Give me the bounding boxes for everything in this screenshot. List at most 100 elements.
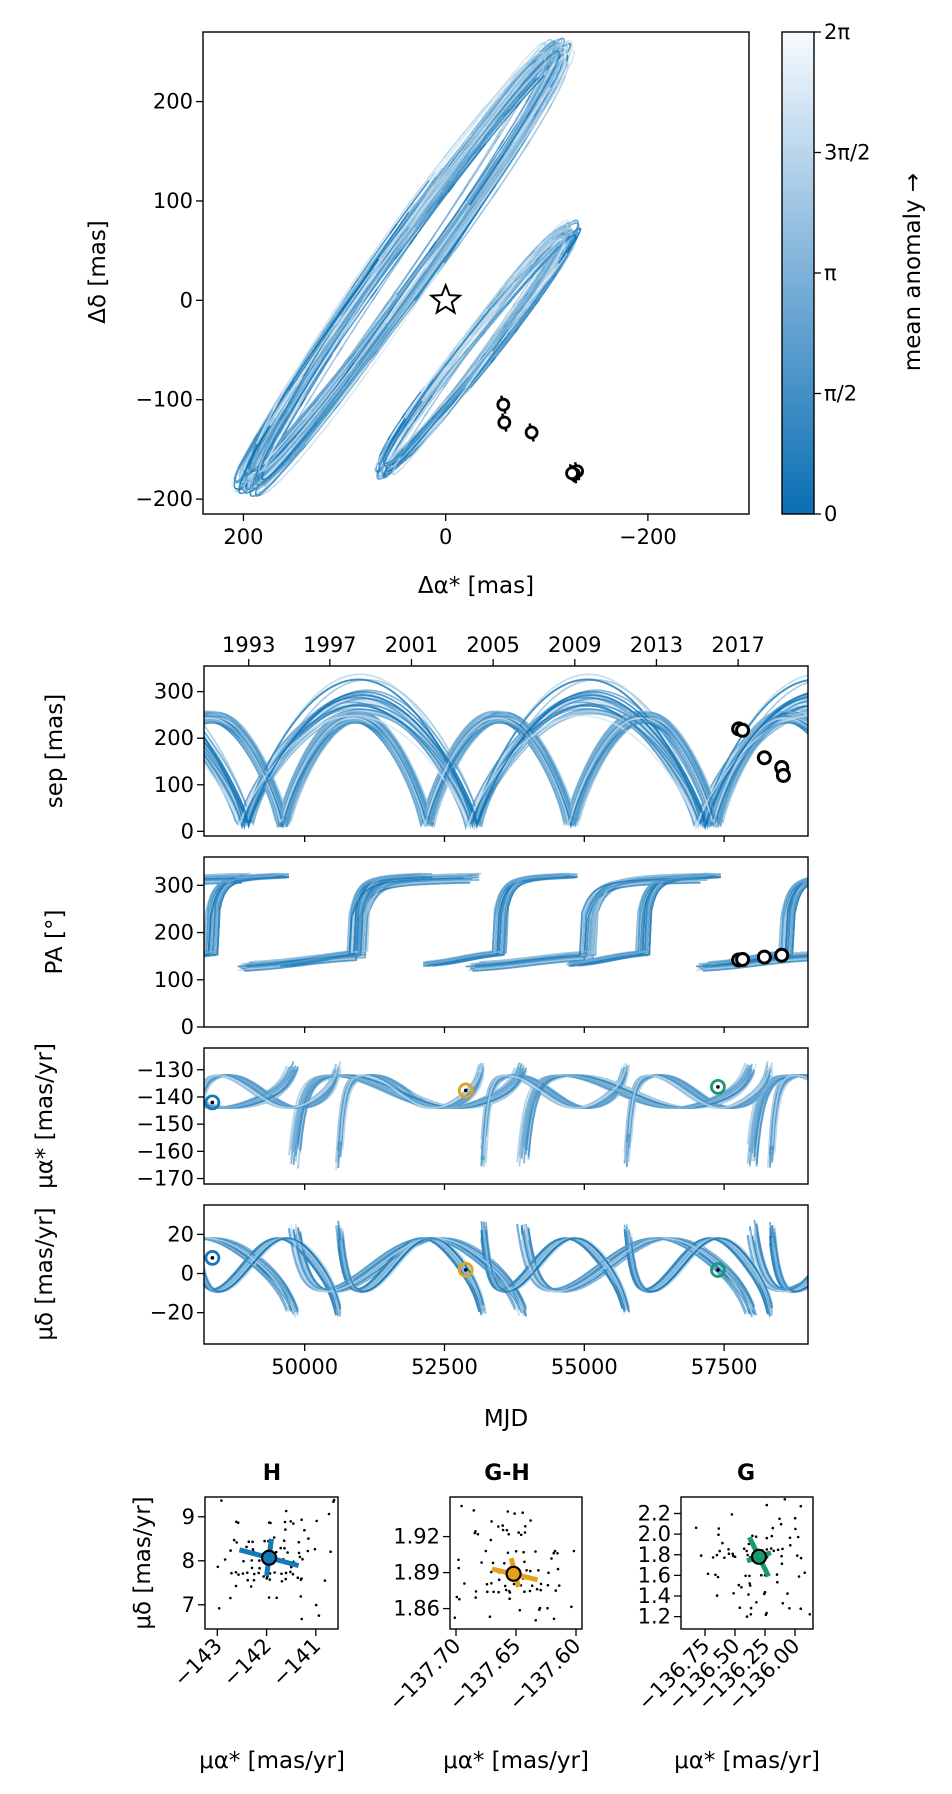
pmdec-xtick-label: 55000 (551, 1355, 618, 1379)
gh-frame (449, 1496, 583, 1630)
sky-orbit-segment (267, 434, 303, 472)
sky-orbit-segment (286, 421, 318, 460)
year-tick-label: 1993 (222, 633, 275, 657)
sky-orbit-segment (288, 422, 322, 462)
sky-orbit-segment (397, 420, 417, 450)
sky-orbit-segment (336, 265, 384, 332)
sep-frame (203, 665, 809, 837)
sky-orbit-segment (272, 449, 301, 484)
sky-orbit-segment (241, 425, 266, 464)
pmra-curves (204, 1060, 808, 1171)
sky-orbit-segment (529, 86, 559, 132)
sky-orbit-segment (391, 442, 408, 458)
sky-orbit-segment (535, 273, 557, 305)
sky-orbit-segment (519, 79, 545, 124)
pmdec-frame (203, 1204, 809, 1345)
sky-orbit-segment (403, 246, 452, 311)
hip-sample-dot (220, 1499, 223, 1502)
gaia-measurement (750, 1548, 768, 1565)
sky-orbit-segment (509, 266, 534, 297)
hip-sample-dot (303, 1528, 306, 1532)
pmdec-xtick-label: 50000 (271, 1355, 338, 1379)
sky-orbit-segment (314, 364, 356, 416)
sky-orbit-segment (314, 309, 356, 370)
sky-ylabel: Δδ [mas] (85, 220, 111, 324)
sky-orbit-segment (503, 77, 539, 117)
hip-sample-dot (232, 1538, 236, 1542)
gh-sample-dot (457, 1558, 460, 1562)
colorbar-gradient (782, 32, 814, 514)
sky-orbit-segment (305, 365, 348, 420)
gh-sample-dot (476, 1532, 480, 1536)
pmdec-curve (204, 1230, 808, 1316)
gaia-sample-dot (715, 1594, 719, 1597)
gaia-sample-dot (779, 1522, 783, 1526)
gaia-marks (694, 1498, 812, 1618)
sky-astrometry-point (496, 397, 511, 412)
pa-data-point (756, 949, 772, 965)
hip-sample-dot (268, 1578, 272, 1581)
sky-orbit-segment (395, 420, 412, 447)
sky-orbit-segment (397, 262, 445, 331)
sky-orbit-segment (258, 478, 277, 497)
sky-orbit-segment (430, 190, 477, 255)
sky-orbit-segment (351, 223, 398, 289)
pmdec-axes: 20 0 −20 50000 52500 55000 57500 (150, 1222, 758, 1379)
gh-sample-dot (505, 1528, 509, 1532)
sky-orbit-segment (454, 166, 498, 231)
sky-orbit-segment (259, 439, 273, 466)
sep-panel: 300 200 100 0 1993 1997 2001 2005 2009 2013 2017 s… (42, 633, 809, 843)
hip-sample-dot (223, 1558, 227, 1561)
sky-orbit-segment (391, 413, 409, 441)
sky-orbit-segment (244, 449, 263, 481)
gh-sample-dot (497, 1578, 501, 1581)
hip-sample-dot (251, 1548, 255, 1551)
sky-orbit-segment (421, 186, 467, 254)
hip-sample-dot (279, 1546, 283, 1550)
gh-sample-dot (508, 1591, 512, 1594)
sky-orbit-segment (507, 255, 535, 286)
sky-orbit-segment (374, 201, 424, 268)
sky-orbit-segment (513, 248, 538, 275)
sky-orbit-segment (511, 101, 542, 148)
pmra-axes: −130 −140 −150 −160 −170 (136, 1058, 725, 1191)
sky-orbit-segment (425, 150, 471, 210)
sky-panel: 200 100 0 −100 −200 200 0 −200 Δα* [mas] Δδ [ma… (85, 31, 750, 599)
gaia-sample-dot (781, 1601, 785, 1605)
gaia-sample-dot (730, 1513, 734, 1516)
hip-sample-dot (289, 1570, 292, 1574)
gh-ytick-label: 1.92 (393, 1525, 440, 1549)
star-marker (428, 282, 463, 315)
hip-xlabel: μα* [mas/yr] (199, 1748, 345, 1774)
hip-sample-dot (297, 1551, 301, 1555)
sky-orbit-segment (444, 329, 474, 366)
sky-ytick-label: 200 (153, 90, 193, 114)
gaia-ytick-label: 2.0 (638, 1522, 671, 1546)
sky-orbit-segment (254, 385, 287, 438)
pmdec-epoch-h-dot (210, 1256, 215, 1260)
gaia-sample-dot (744, 1574, 747, 1578)
gaia-ytick-label: 1.8 (638, 1543, 671, 1567)
sky-orbit-segment (294, 421, 331, 466)
gh-sample-dot (474, 1596, 478, 1599)
sky-orbit-segment (480, 299, 512, 337)
gaia-sample-dot (775, 1573, 779, 1576)
sky-orbit-segment (389, 171, 436, 234)
pmdec-epoch-g-h-ring (457, 1261, 474, 1278)
gaia-sample-dot (808, 1613, 812, 1616)
sky-orbit-segment (409, 183, 456, 245)
sky-orbit-segment (496, 123, 536, 181)
hip-sample-dot (300, 1617, 304, 1621)
hip-sample-dot (216, 1565, 220, 1569)
hip-sample-dot (267, 1596, 271, 1599)
gaia-sample-dot (747, 1542, 751, 1546)
sky-orbit-segment (381, 243, 429, 312)
gh-sample-dot (497, 1590, 500, 1594)
colorbar-label: mean anomaly → (900, 173, 926, 371)
hip-sample-dot (317, 1614, 321, 1617)
sky-orbit-segment (474, 104, 516, 155)
sep-data-point (775, 767, 791, 783)
sky-orbit-segment (435, 375, 465, 412)
gaia-title: G (737, 1461, 755, 1486)
